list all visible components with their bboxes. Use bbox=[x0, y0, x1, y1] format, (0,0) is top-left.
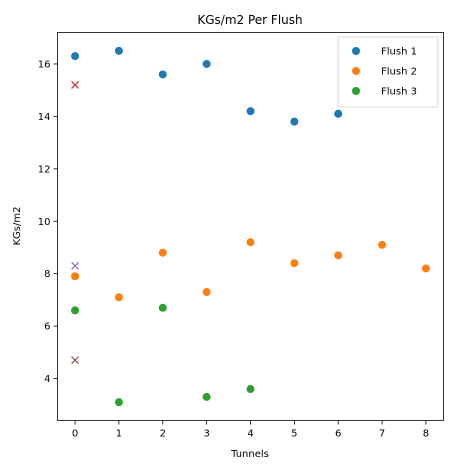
y-tick-label: 16 bbox=[38, 59, 51, 70]
flush-1-point bbox=[334, 110, 342, 118]
legend-label: Flush 3 bbox=[381, 87, 417, 98]
flush-1-point bbox=[115, 47, 123, 55]
flush-3-point bbox=[247, 385, 255, 393]
chart-title: KGs/m2 Per Flush bbox=[197, 13, 302, 27]
legend-label: Flush 1 bbox=[381, 47, 417, 58]
flush-2-point bbox=[378, 241, 386, 249]
flush-2-point bbox=[334, 251, 342, 259]
flush-2-point bbox=[247, 238, 255, 246]
x-tick-label: 7 bbox=[379, 429, 385, 440]
y-tick-label: 4 bbox=[44, 374, 50, 385]
x-tick-label: 0 bbox=[72, 429, 78, 440]
y-tick-label: 12 bbox=[38, 164, 51, 175]
x-axis: 0 1 2 3 4 5 6 7 8 bbox=[72, 421, 429, 440]
flush-1-point bbox=[203, 60, 211, 68]
y-tick-label: 10 bbox=[38, 217, 51, 228]
flush-2-point bbox=[71, 272, 79, 280]
x-tick-label: 1 bbox=[116, 429, 122, 440]
legend-marker bbox=[352, 67, 360, 75]
flush-2-point bbox=[115, 293, 123, 301]
flush-3-point bbox=[115, 398, 123, 406]
legend-marker bbox=[352, 87, 360, 95]
flush-2-point bbox=[159, 249, 167, 257]
flush-3-point bbox=[203, 393, 211, 401]
x-tick-label: 5 bbox=[291, 429, 297, 440]
legend-marker bbox=[352, 47, 360, 55]
y-tick-label: 8 bbox=[44, 269, 50, 280]
x-axis-label: Tunnels bbox=[230, 449, 269, 460]
x-tick-label: 2 bbox=[160, 429, 166, 440]
flush-2-point bbox=[290, 259, 298, 267]
y-tick-label: 14 bbox=[38, 112, 51, 123]
legend: Flush 1 Flush 2 Flush 3 bbox=[338, 37, 438, 107]
x-tick-label: 8 bbox=[423, 429, 429, 440]
flush-2-point bbox=[422, 264, 430, 272]
flush-1-point bbox=[159, 70, 167, 78]
legend-label: Flush 2 bbox=[381, 67, 417, 78]
flush-2-point bbox=[203, 288, 211, 296]
y-axis: 4 6 8 10 12 14 16 bbox=[38, 59, 58, 385]
y-tick-label: 6 bbox=[44, 322, 50, 333]
flush-1-point bbox=[247, 107, 255, 115]
x-tick-label: 3 bbox=[203, 429, 209, 440]
x-tick-label: 4 bbox=[247, 429, 253, 440]
flush-1-point bbox=[71, 52, 79, 60]
y-axis-label: KGs/m2 bbox=[12, 207, 23, 246]
flush-3-point bbox=[71, 306, 79, 314]
flush-3-point bbox=[159, 304, 167, 312]
flush-1-point bbox=[290, 118, 298, 126]
x-tick-label: 6 bbox=[335, 429, 341, 440]
